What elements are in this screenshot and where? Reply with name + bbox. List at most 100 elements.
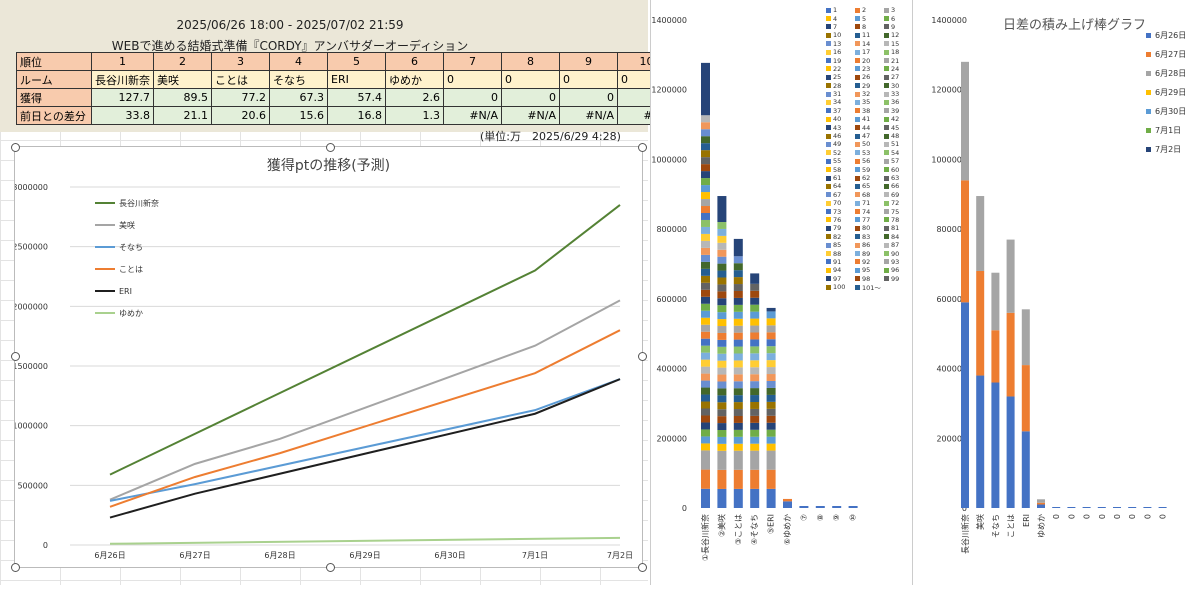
- table-cell[interactable]: 33.8: [91, 106, 154, 125]
- legend-swatch: [884, 209, 889, 215]
- resize-handle[interactable]: [326, 563, 335, 572]
- stacked-bar[interactable]: [701, 62, 710, 508]
- resize-handle[interactable]: [11, 143, 20, 152]
- legend-item: 16: [826, 48, 855, 56]
- stacked-bar[interactable]: [717, 196, 727, 508]
- table-cell[interactable]: 0: [501, 70, 560, 89]
- legend-swatch: [855, 91, 860, 97]
- resize-handle[interactable]: [638, 563, 647, 572]
- stacked-bar[interactable]: [1021, 309, 1030, 508]
- table-cell[interactable]: 1: [91, 52, 154, 71]
- stacked-bar[interactable]: [1097, 507, 1106, 508]
- table-cell[interactable]: 9: [559, 52, 618, 71]
- stacked-bar[interactable]: [991, 272, 1000, 508]
- legend-label: 56: [862, 157, 871, 166]
- stacked-bar[interactable]: [1158, 507, 1167, 508]
- table-cell[interactable]: #N/A: [559, 106, 618, 125]
- series-line[interactable]: [109, 329, 621, 508]
- stacked-bar[interactable]: [961, 61, 969, 508]
- daily-diff-plot: 0 200000 400000 600000 800000 1000000 1200000 1…: [931, 16, 1167, 554]
- table-cell[interactable]: #N/A: [443, 106, 502, 125]
- table-cell[interactable]: #N/A: [501, 106, 560, 125]
- stacked-bar[interactable]: [1052, 507, 1061, 508]
- stacked-bar[interactable]: [1143, 507, 1152, 508]
- row-label[interactable]: 順位: [16, 52, 92, 71]
- legend-item: 65: [855, 182, 884, 190]
- legend-swatch: [1146, 147, 1151, 152]
- table-cell[interactable]: 0: [443, 88, 502, 107]
- table-cell[interactable]: 美咲: [153, 70, 212, 89]
- row-label[interactable]: 獲得: [16, 88, 92, 107]
- stacked-bar[interactable]: [815, 506, 825, 508]
- series-line[interactable]: [109, 299, 621, 501]
- table-cell[interactable]: ことは: [211, 70, 270, 89]
- legend-label: 60: [891, 165, 900, 174]
- table-cell[interactable]: 0: [443, 70, 502, 89]
- stacked-bar[interactable]: [976, 196, 985, 508]
- stacked-bar[interactable]: [1128, 507, 1137, 508]
- line-chart[interactable]: 獲得ptの推移(予測) 0 500000 1000000 1500000 2000000…: [14, 146, 643, 568]
- stacked-bar[interactable]: [750, 273, 760, 508]
- table-cell[interactable]: 127.7: [91, 88, 154, 107]
- table-cell[interactable]: 0: [501, 88, 560, 107]
- resize-handle[interactable]: [638, 143, 647, 152]
- row-label[interactable]: 前日との差分: [16, 106, 92, 125]
- stacked-bar[interactable]: [766, 307, 776, 508]
- legend-swatch: [884, 74, 889, 80]
- legend-item: 3: [884, 6, 913, 14]
- resize-handle[interactable]: [11, 352, 20, 361]
- table-cell[interactable]: 0: [559, 70, 618, 89]
- x-tick-label: 6月26日: [94, 551, 125, 560]
- stacked-bar[interactable]: [733, 238, 743, 508]
- table-cell[interactable]: 16.8: [327, 106, 386, 125]
- legend-swatch: [855, 259, 860, 265]
- table-cell[interactable]: 長谷川新奈: [91, 70, 154, 89]
- stacked-rank-chart[interactable]: 0 200000 400000 600000 800000 1000000 1200000 1…: [650, 0, 909, 585]
- legend-label: 33: [891, 90, 900, 99]
- table-cell[interactable]: 15.6: [269, 106, 328, 125]
- table-cell[interactable]: 2.6: [385, 88, 444, 107]
- stacked-bar[interactable]: [1067, 507, 1076, 508]
- stacked-bar[interactable]: [1082, 507, 1091, 508]
- legend-item: 81: [884, 224, 913, 232]
- legend-swatch: [826, 242, 831, 248]
- table-cell[interactable]: 8: [501, 52, 560, 71]
- legend-item: 52: [826, 149, 855, 157]
- daily-diff-chart[interactable]: 日差の積み上げ棒グラフ 0 200000 400000 600000 800000 100…: [912, 0, 1199, 585]
- stacked-bar[interactable]: [832, 506, 842, 508]
- table-cell[interactable]: 57.4: [327, 88, 386, 107]
- table-cell[interactable]: 0: [559, 88, 618, 107]
- x-tick-label: ⑩: [849, 514, 858, 521]
- resize-handle[interactable]: [326, 143, 335, 152]
- table-cell[interactable]: 20.6: [211, 106, 270, 125]
- table-cell[interactable]: 2: [153, 52, 212, 71]
- legend-label: 45: [891, 123, 900, 132]
- table-cell[interactable]: 4: [269, 52, 328, 71]
- stacked-bar[interactable]: [799, 506, 809, 508]
- stacked-bar[interactable]: [1006, 239, 1015, 508]
- resize-handle[interactable]: [638, 352, 647, 361]
- table-cell[interactable]: 1.3: [385, 106, 444, 125]
- table-cell[interactable]: 6: [385, 52, 444, 71]
- table-cell[interactable]: 5: [327, 52, 386, 71]
- resize-handle[interactable]: [11, 563, 20, 572]
- stacked-bar[interactable]: [783, 498, 792, 508]
- stacked-bar[interactable]: [848, 506, 858, 508]
- table-cell[interactable]: 89.5: [153, 88, 212, 107]
- series-line[interactable]: [109, 204, 621, 476]
- table-cell[interactable]: ゆめか: [385, 70, 444, 89]
- stacked-bar[interactable]: [1037, 499, 1045, 508]
- table-cell[interactable]: 3: [211, 52, 270, 71]
- series-line[interactable]: [109, 378, 621, 502]
- table-cell[interactable]: 21.1: [153, 106, 212, 125]
- legend-swatch: [884, 91, 889, 97]
- table-cell[interactable]: 7: [443, 52, 502, 71]
- table-cell[interactable]: ERI: [327, 70, 386, 89]
- table-cell[interactable]: 67.3: [269, 88, 328, 107]
- series-line[interactable]: [109, 536, 621, 545]
- table-cell[interactable]: そなち: [269, 70, 328, 89]
- series-line[interactable]: [109, 378, 621, 519]
- table-cell[interactable]: 77.2: [211, 88, 270, 107]
- stacked-bar[interactable]: [1113, 507, 1121, 508]
- row-label[interactable]: ルーム: [16, 70, 92, 89]
